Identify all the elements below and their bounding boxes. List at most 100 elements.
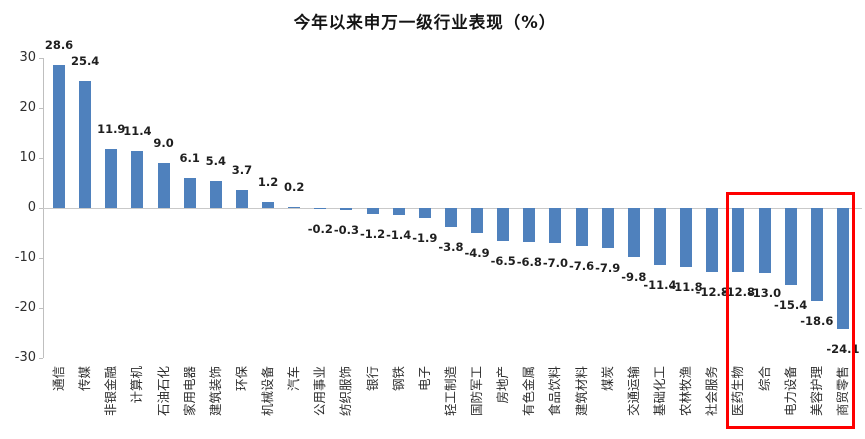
category-label: 基础化工: [651, 366, 667, 417]
bar-value-label: 3.7: [231, 162, 253, 177]
bar: [758, 208, 771, 273]
bar: [601, 208, 614, 248]
bar-value-label: -9.8: [621, 270, 647, 284]
bar: [627, 208, 640, 257]
bar-value-label: -24.1: [826, 341, 860, 356]
category-label: 有色金属: [521, 366, 537, 417]
category-label: 非银金融: [103, 366, 119, 417]
category-label: 汽车: [286, 366, 302, 392]
bar-value-label: -3.8: [438, 240, 464, 254]
bar-value-label: -15.4: [774, 298, 808, 312]
bar: [79, 81, 92, 208]
bar-value-label: -1.2: [359, 227, 386, 241]
bar: [209, 181, 222, 208]
category-label: 农林牧渔: [678, 366, 694, 417]
category-label: 国防军工: [469, 366, 485, 417]
bar-value-label: -0.3: [333, 222, 359, 237]
bar: [653, 208, 666, 265]
y-tick-mark: [39, 58, 43, 59]
bar-value-label: -1.9: [412, 230, 438, 245]
bar-value-label: -11.4: [643, 278, 677, 292]
bar: [836, 208, 849, 329]
bar: [392, 208, 405, 215]
bar: [288, 207, 301, 208]
bar: [706, 208, 719, 272]
category-label: 石油石化: [155, 366, 171, 417]
bar: [157, 163, 170, 208]
bar: [471, 208, 484, 233]
y-tick-label: -10: [14, 250, 36, 265]
category-label: 计算机: [129, 366, 145, 404]
category-label: 传媒: [77, 366, 93, 392]
y-tick-mark: [39, 158, 43, 159]
category-label: 公用事业: [312, 366, 328, 417]
category-label: 环保: [233, 366, 249, 392]
y-tick-label: -30: [14, 350, 36, 365]
y-tick-label: 10: [19, 150, 36, 165]
bar: [549, 208, 562, 243]
bar-value-label: -7.0: [542, 256, 569, 270]
bar: [53, 65, 65, 208]
y-tick-mark: [39, 358, 43, 359]
bar-value-label: -4.9: [464, 245, 490, 260]
bar: [523, 208, 536, 242]
y-tick-mark: [39, 108, 43, 109]
bar: [366, 208, 379, 214]
category-label: 建筑材料: [573, 366, 589, 417]
bar: [183, 177, 196, 208]
y-tick-label: -20: [14, 300, 36, 315]
bar: [418, 208, 431, 218]
y-tick-mark: [39, 208, 43, 209]
bar: [680, 208, 693, 267]
bar: [235, 189, 248, 208]
category-label: 轻工制造: [442, 366, 458, 417]
category-label: 家用电器: [181, 366, 197, 417]
category-label: 建筑装饰: [207, 366, 223, 417]
bar-value-label: -7.6: [569, 259, 595, 273]
category-label: 电子: [416, 366, 432, 392]
category-label: 钢铁: [390, 366, 406, 392]
bar: [497, 208, 510, 241]
category-label: 银行: [364, 366, 380, 392]
category-label: 社会服务: [704, 366, 720, 417]
y-tick-mark: [39, 258, 43, 259]
bar-value-label: -6.8: [516, 255, 542, 269]
bar: [784, 208, 797, 285]
bar-value-label: 0.2: [283, 180, 305, 194]
category-label: 交通运输: [625, 366, 641, 417]
bar: [444, 208, 457, 227]
bar-value-label: -7.9: [595, 260, 621, 275]
bar-value-label: 5.4: [205, 154, 226, 168]
bar-value-label: -1.4: [386, 228, 412, 242]
bar-value-label: -13.0: [747, 286, 782, 300]
bar: [262, 202, 275, 208]
bar-value-label: 11.4: [123, 124, 152, 138]
category-label: 房地产: [495, 366, 511, 404]
category-label: 食品饮料: [547, 366, 563, 417]
bar-value-label: -0.2: [307, 222, 333, 236]
category-label: 通信: [51, 366, 66, 392]
bar-value-label: -6.5: [490, 253, 516, 268]
bar: [732, 208, 745, 272]
y-tick-label: 0: [27, 200, 36, 215]
bar-value-label: 9.0: [153, 136, 174, 150]
bar-value-label: 25.4: [70, 54, 100, 68]
bar-value-label: 6.1: [179, 150, 200, 165]
bar-value-label: -11.8: [669, 280, 703, 294]
y-tick-label: 20: [19, 100, 36, 115]
chart-title: 今年以来申万一级行业表现（%）: [293, 13, 557, 32]
bar: [340, 208, 353, 210]
bar-value-label: -12.8: [721, 285, 755, 299]
bar: [105, 148, 118, 208]
highlight-box: [725, 192, 855, 429]
bar-value-label: 28.6: [44, 38, 74, 52]
bar: [314, 208, 327, 209]
bar: [131, 151, 144, 208]
bar: [810, 208, 823, 301]
y-tick-mark: [39, 308, 43, 309]
bar-value-label: 11.9: [97, 121, 126, 136]
category-label: 纺织服饰: [338, 366, 354, 417]
y-tick-label: 30: [19, 50, 36, 65]
category-label: 煤炭: [599, 366, 615, 392]
